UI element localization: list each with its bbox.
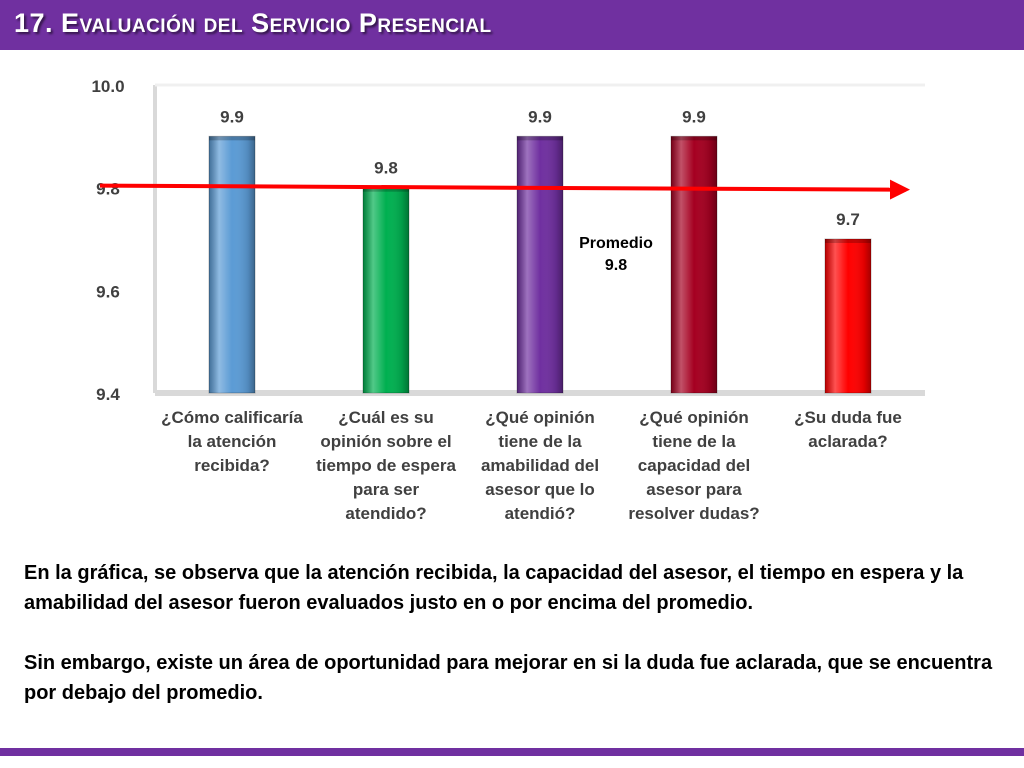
- bar-data-label: 9.7: [836, 210, 860, 229]
- category-label: ¿Su duda fue aclarada?: [768, 406, 928, 454]
- category-label-line: tiempo de espera: [316, 456, 456, 475]
- category-label-line: capacidad del: [637, 456, 751, 475]
- bar-data-label: 9.8: [374, 159, 398, 178]
- average-label: Promedio 9.8: [579, 235, 653, 274]
- analysis-paragraph-2: Sin embargo, existe un área de oportunid…: [24, 652, 993, 704]
- category-label-line: ¿Su duda fue: [794, 408, 902, 427]
- title-bar: 17. Evaluación del Servicio Presencial: [0, 0, 1024, 50]
- footer-bar: [0, 748, 1024, 756]
- y-tick-label: 9.8: [96, 180, 120, 199]
- category-label-line: opinión sobre el: [320, 432, 452, 451]
- bar-data-label: 9.9: [528, 107, 552, 126]
- slide-title: 17. Evaluación del Servicio Presencial: [14, 8, 492, 38]
- category-label-line: atendió?: [504, 504, 576, 523]
- category-label-line: tiene de la: [652, 432, 736, 451]
- bar-chart: 9.4 9.6 9.8 10.0 9.9 9.8 9.9 9.9 9.7 Promedio 9.8: [91, 77, 925, 404]
- bar-top-edge: [363, 187, 409, 192]
- bar-top-edge: [209, 136, 255, 141]
- analysis-paragraph-1: En la gráfica, se observa que la atenció…: [24, 562, 964, 614]
- category-label: ¿Qué opinión tiene de la amabilidad del ase…: [460, 406, 620, 526]
- bar-shading: [363, 187, 409, 393]
- category-label-line: recibida?: [194, 456, 270, 475]
- bar-shading: [825, 239, 871, 393]
- bar-shading: [517, 136, 563, 394]
- y-tick-label: 10.0: [91, 77, 124, 96]
- y-tick-label: 9.4: [96, 385, 120, 404]
- average-label-text: Promedio: [579, 235, 653, 252]
- bar-data-label: 9.9: [682, 107, 706, 126]
- category-label-line: tiene de la: [498, 432, 582, 451]
- category-label-line: atendido?: [345, 504, 427, 523]
- category-label-line: aclarada?: [808, 432, 888, 451]
- bar-data-label: 9.9: [220, 107, 244, 126]
- category-label-line: amabilidad del: [480, 456, 600, 475]
- category-label-line: la atención: [187, 432, 277, 451]
- category-label-line: ¿Cuál es su: [338, 408, 434, 427]
- category-label-line: para ser: [352, 480, 420, 499]
- y-tick-label: 9.6: [96, 282, 120, 301]
- bar-top-edge: [517, 136, 563, 141]
- bar-top-edge: [825, 239, 871, 243]
- bar-top-edge: [671, 136, 717, 141]
- category-label-line: asesor para: [646, 480, 742, 499]
- category-label-line: ¿Qué opinión: [485, 408, 595, 427]
- bar-shading: [671, 136, 717, 394]
- category-label: ¿Cuál es su opinión sobre el tiempo de esp…: [306, 406, 466, 526]
- average-reference-line: [99, 179, 910, 200]
- category-label-line: ¿Cómo calificaría: [161, 408, 303, 427]
- category-label: ¿Qué opinión tiene de la capacidad del ases…: [614, 406, 774, 526]
- bar-shading: [209, 136, 255, 394]
- category-label-line: asesor que lo: [485, 480, 595, 499]
- category-label: ¿Cómo calificaría la atención recibida?: [152, 406, 312, 478]
- category-label-line: resolver dudas?: [628, 504, 760, 523]
- average-label-value: 9.8: [605, 257, 627, 274]
- category-label-line: ¿Qué opinión: [639, 408, 749, 427]
- analysis-text: En la gráfica, se observa que la atenció…: [24, 558, 1009, 738]
